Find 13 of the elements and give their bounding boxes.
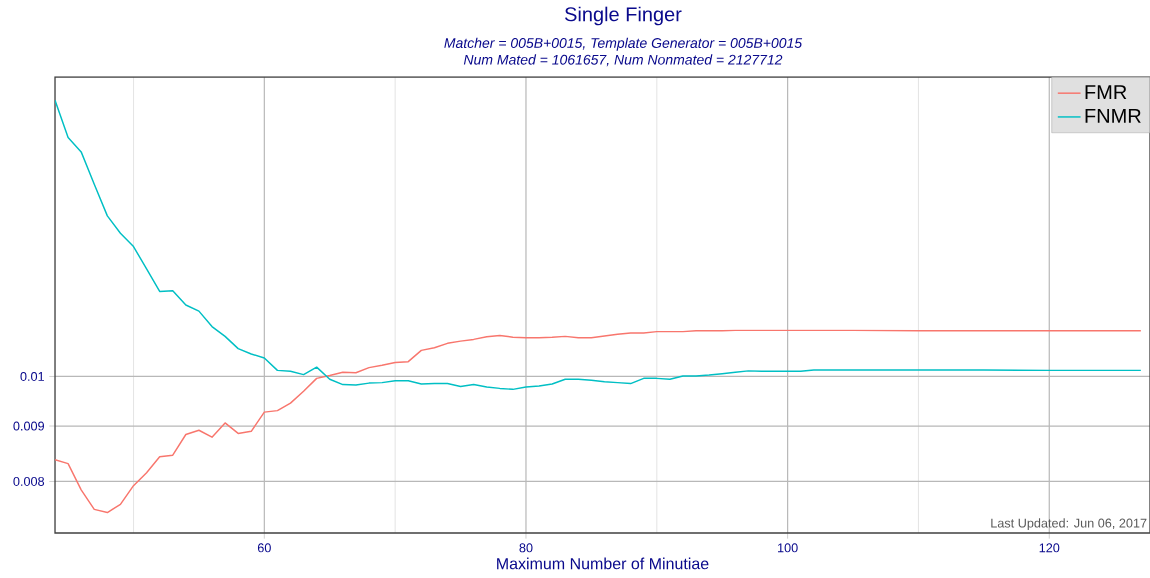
x-axis-title: Maximum Number of Minutiae xyxy=(497,557,709,570)
legend-label: FNMR xyxy=(1085,109,1141,123)
annotation: Last Updated: Jun 06, 2017 xyxy=(991,518,1147,531)
x-tick-label: 120 xyxy=(1039,543,1060,553)
chart-subtitle: Matcher = 005B+0015, Template Generator = 005B+0015 Num Mated = 1061657, Num Nonmated = 2127712 xyxy=(444,37,803,67)
x-tick-label: 100 xyxy=(778,543,798,553)
x-tick-label: 60 xyxy=(257,543,271,553)
x-tick-label: 80 xyxy=(519,543,533,553)
legend-label: FMR xyxy=(1085,85,1127,100)
y-tick-label: 0.008 xyxy=(13,476,45,486)
chart-title: Single Finger xyxy=(564,6,682,26)
y-tick-label: 0.01 xyxy=(20,371,44,381)
y-tick-label: 0.009 xyxy=(13,421,44,431)
